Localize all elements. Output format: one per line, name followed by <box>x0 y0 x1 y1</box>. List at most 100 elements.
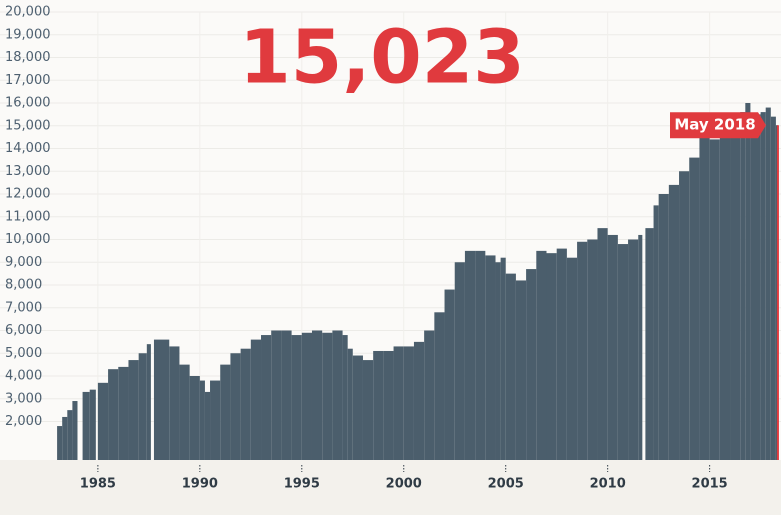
x-tick-label: 1990 <box>182 477 218 492</box>
bar <box>617 244 629 467</box>
bar <box>587 239 598 467</box>
bar <box>220 364 231 467</box>
bar <box>689 157 700 467</box>
bar <box>250 339 262 467</box>
x-tick-label: 1985 <box>80 477 116 492</box>
bar <box>495 262 501 467</box>
bar <box>169 346 180 467</box>
bar <box>352 355 363 467</box>
bar <box>210 380 221 467</box>
bar <box>740 112 746 467</box>
bar <box>67 410 73 467</box>
bar <box>464 250 476 467</box>
labels: 2,000 3,000 4,000 5,000 6,000 7,000 8,000 9,000… <box>5 5 779 492</box>
bar <box>485 255 496 467</box>
bar <box>153 339 170 467</box>
bar <box>311 330 323 467</box>
bar <box>597 228 608 467</box>
bar <box>699 134 710 467</box>
y-tick-label: 13,000 <box>5 164 51 179</box>
bar <box>750 114 761 467</box>
bar <box>577 241 588 467</box>
bar <box>240 348 251 467</box>
bar <box>730 121 741 467</box>
bar <box>413 341 425 467</box>
bar <box>383 350 394 467</box>
bar <box>645 228 654 467</box>
bar <box>271 330 282 467</box>
bar <box>204 391 211 467</box>
bar <box>515 280 527 467</box>
bars <box>57 103 778 468</box>
annotation-flag <box>670 112 766 139</box>
bar <box>709 139 720 467</box>
x-tick-label: 2015 <box>692 477 728 492</box>
annotation: May 2018 <box>674 116 755 134</box>
bar <box>128 360 139 467</box>
y-tick-label: 11,000 <box>5 209 51 224</box>
bar <box>362 360 374 467</box>
bar <box>57 426 63 467</box>
x-tick-label: 2005 <box>488 477 524 492</box>
bar <box>179 364 190 467</box>
y-tick-label: 3,000 <box>5 391 42 406</box>
bar <box>342 335 348 467</box>
bar <box>760 112 766 467</box>
bar <box>653 205 659 467</box>
bar <box>536 250 547 467</box>
y-tick-label: 18,000 <box>5 50 51 65</box>
y-tick-label: 9,000 <box>5 255 42 270</box>
y-tick-label: 10,000 <box>5 232 51 247</box>
headline: 15,023 <box>239 15 525 101</box>
bar <box>770 116 776 468</box>
bar <box>745 103 751 467</box>
bar <box>146 344 151 467</box>
bar <box>444 289 455 467</box>
y-tick-label: 16,000 <box>5 96 51 111</box>
y-tick-label: 5,000 <box>5 346 42 361</box>
bar <box>291 335 302 467</box>
bar <box>108 369 119 467</box>
bar <box>332 330 343 467</box>
x-tick-label: 2000 <box>386 477 422 492</box>
y-tick-label: 14,000 <box>5 141 51 156</box>
bar <box>765 107 771 468</box>
bar <box>526 269 537 467</box>
bar <box>138 353 147 467</box>
bar <box>566 257 578 467</box>
bar <box>62 416 68 467</box>
bar <box>556 248 567 467</box>
bar <box>281 330 292 467</box>
bar <box>505 273 516 467</box>
bar <box>322 332 333 467</box>
y-tick-label: 2,000 <box>5 414 42 429</box>
y-tick-label: 8,000 <box>5 278 42 293</box>
bar <box>189 376 200 467</box>
bar <box>719 125 731 467</box>
bar <box>230 353 241 467</box>
y-tick-label: 19,000 <box>5 27 51 42</box>
bar <box>475 250 486 467</box>
bar <box>454 262 465 467</box>
x-tick-label: 1995 <box>284 477 320 492</box>
bar <box>97 382 109 467</box>
bar <box>403 346 414 467</box>
bar <box>261 335 272 467</box>
bar <box>775 125 778 468</box>
bar <box>546 253 557 467</box>
bar <box>679 171 690 467</box>
bar <box>199 380 205 467</box>
x-tick-label: 2010 <box>590 477 626 492</box>
y-tick-label: 4,000 <box>5 369 42 384</box>
bar <box>658 194 669 467</box>
y-tick-label: 7,000 <box>5 300 42 315</box>
bar <box>628 239 639 467</box>
bar <box>668 184 680 467</box>
bar <box>82 391 90 467</box>
bar <box>434 312 445 467</box>
y-tick-label: 15,000 <box>5 118 51 133</box>
bar <box>89 389 96 467</box>
bar <box>373 350 384 467</box>
bar <box>393 346 404 467</box>
bar <box>301 332 312 467</box>
